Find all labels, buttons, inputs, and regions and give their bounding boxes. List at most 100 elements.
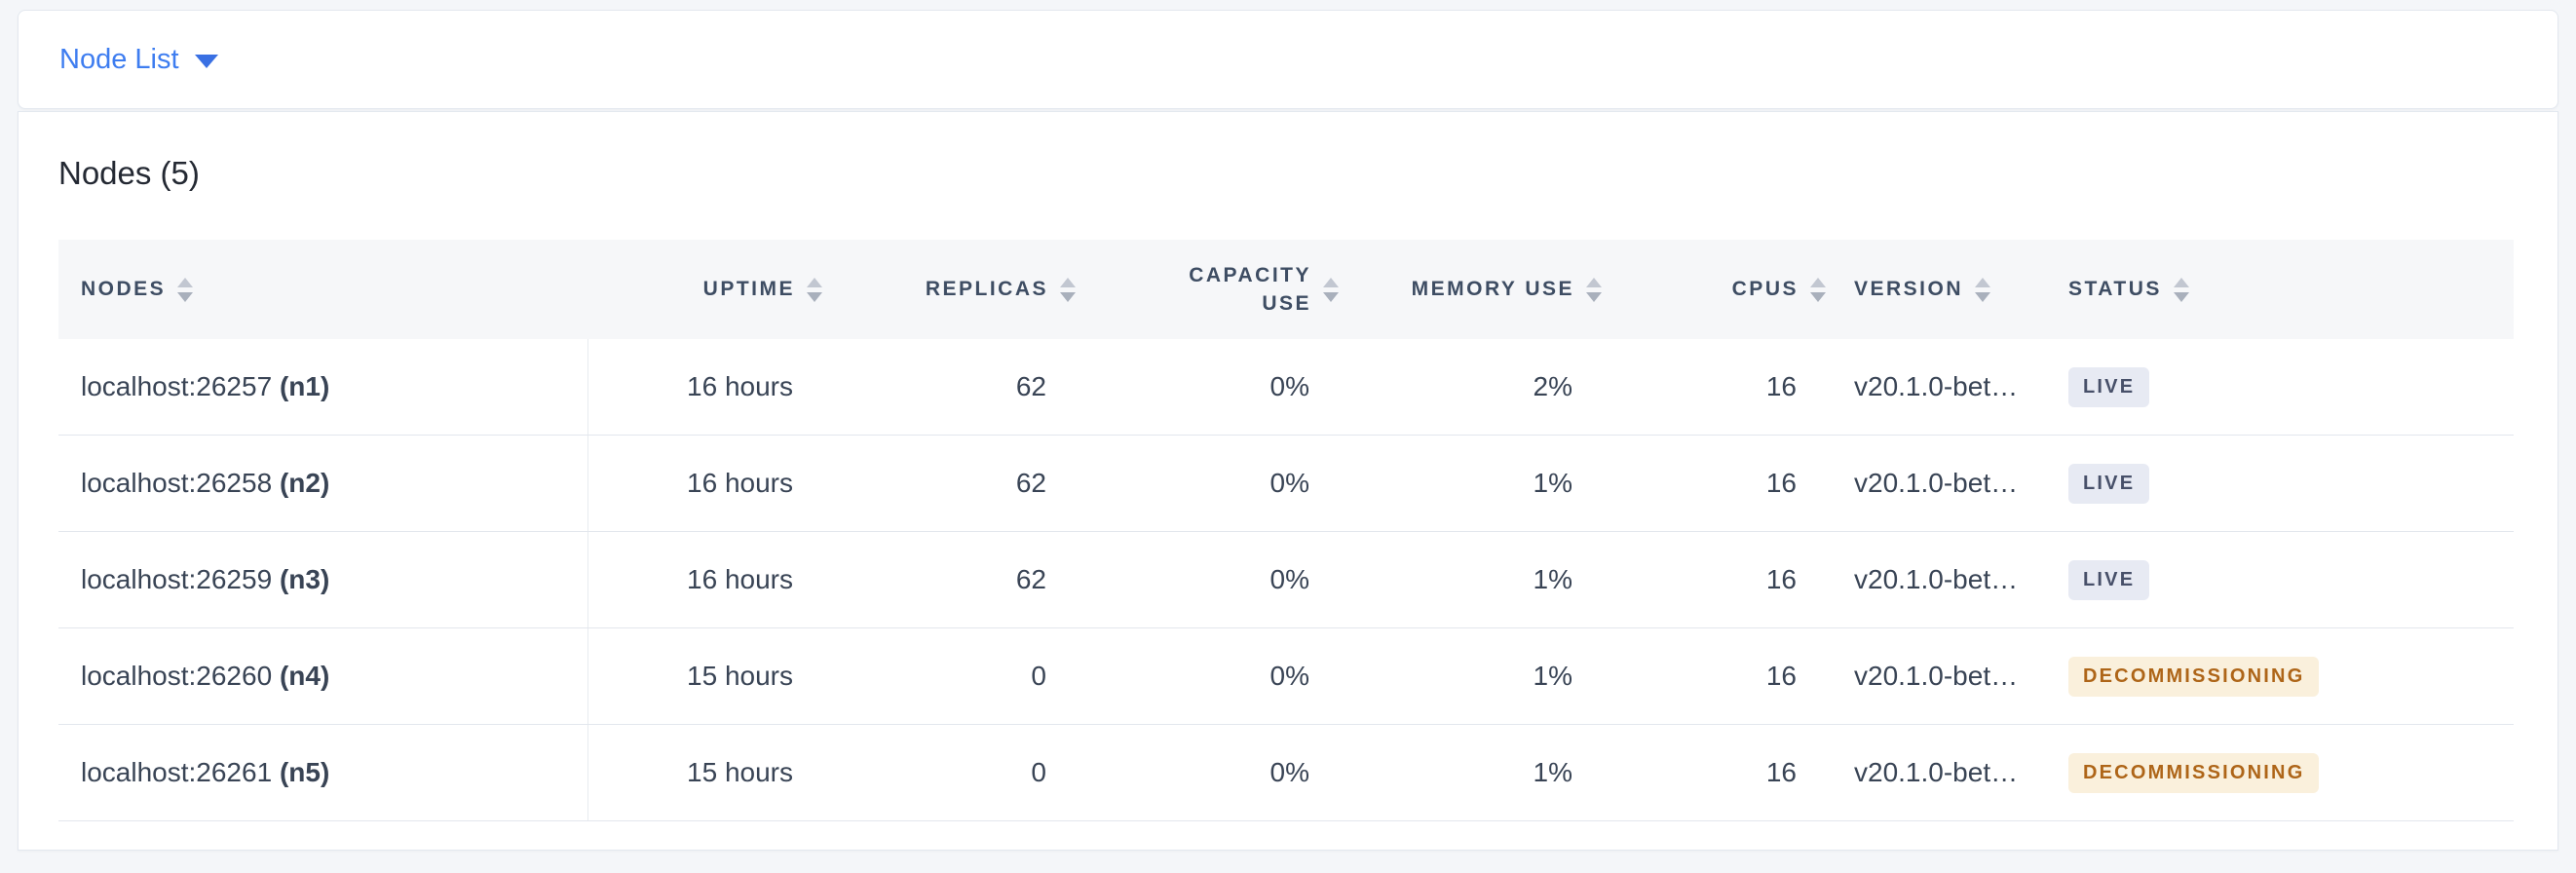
node-name-link[interactable]: localhost:26258 (n2) [81,468,329,498]
sort-asc-icon [1586,277,1602,287]
table-row: localhost:26260 (n4) 15 hours 0 0% 1% 16 v20.1… [58,627,2514,725]
status-badge: LIVE [2068,366,2150,407]
column-label: UPTIME [702,278,795,300]
column-header-capacity_use[interactable]: CAPACITY USE [1081,240,1345,339]
node-id: (n4) [279,661,330,691]
column-header-replicas[interactable]: REPLICAS [828,240,1081,339]
column-header-status[interactable]: STATUS [2046,240,2514,339]
version-cell: v20.1.0-bet… [1832,531,2046,628]
sort-asc-icon [1323,277,1339,287]
column-label: CAPACITY USE [1189,263,1311,315]
replicas-cell: 62 [828,531,1081,628]
table-row: localhost:26258 (n2) 16 hours 62 0% 1% 16 v20.… [58,435,2514,532]
sort-arrows-icon [1586,277,1602,302]
replicas-value: 62 [1015,468,1046,498]
uptime-value: 15 hours [687,661,793,691]
memory_use-value: 1% [1533,661,1572,691]
table-header: NODES UPTIME REPLICAS CAPACITY USE MEMORY US… [58,240,2514,339]
sort-desc-icon [1975,291,1991,302]
status-cell: LIVE [2046,531,2514,628]
version-value: v20.1.0-bet… [1854,564,2019,594]
status-cell: LIVE [2046,435,2514,532]
node-name-link[interactable]: localhost:26257 (n1) [81,371,329,401]
sort-desc-icon [807,291,822,302]
column-label: STATUS [2068,278,2162,300]
node-name-link[interactable]: localhost:26260 (n4) [81,661,329,691]
node-address: localhost:26261 [81,757,273,787]
sort-arrows-icon [2173,277,2189,302]
cpus-cell: 16 [1608,627,1832,725]
memory_use-value: 2% [1533,371,1572,401]
view-mode-dropdown[interactable]: Node List [59,44,218,76]
uptime-cell: 15 hours [587,627,828,725]
column-header-version[interactable]: VERSION [1832,240,2046,339]
replicas-cell: 62 [828,435,1081,532]
status-badge: DECOMMISSIONING [2068,752,2320,793]
sort-arrows-icon [1060,277,1076,302]
node-address-cell: localhost:26261 (n5) [58,724,588,821]
cpus-cell: 16 [1608,724,1832,821]
capacity_use-cell: 0% [1081,627,1345,725]
sort-arrows-icon [1810,277,1826,302]
sort-asc-icon [1060,277,1076,287]
sort-desc-icon [1060,291,1076,302]
sort-arrows-icon [177,277,194,302]
replicas-value: 0 [1031,661,1046,691]
sort-arrows-icon [1975,277,1991,302]
column-label: REPLICAS [925,278,1048,300]
version-cell: v20.1.0-bet… [1832,339,2046,436]
version-cell: v20.1.0-bet… [1832,627,2046,725]
memory_use-value: 1% [1533,564,1572,594]
capacity_use-cell: 0% [1081,724,1345,821]
node-address: localhost:26259 [81,564,273,594]
version-cell: v20.1.0-bet… [1832,724,2046,821]
version-cell: v20.1.0-bet… [1832,435,2046,532]
sort-desc-icon [177,291,194,302]
column-header-memory_use[interactable]: MEMORY USE [1345,240,1608,339]
cpus-value: 16 [1765,661,1797,691]
status-badge: LIVE [2068,559,2150,600]
column-label: CPUS [1731,278,1799,300]
header-row: NODES UPTIME REPLICAS CAPACITY USE MEMORY US… [58,240,2514,339]
cpus-value: 16 [1765,564,1797,594]
node-name-link[interactable]: localhost:26261 (n5) [81,757,329,787]
version-value: v20.1.0-bet… [1854,371,2019,401]
view-mode-label: Node List [59,43,179,75]
version-value: v20.1.0-bet… [1854,757,2019,787]
column-header-cpus[interactable]: CPUS [1608,240,1832,339]
column-label: MEMORY USE [1411,278,1574,300]
status-badge: LIVE [2068,463,2150,504]
memory_use-cell: 1% [1345,627,1608,725]
sort-asc-icon [177,277,194,287]
memory_use-value: 1% [1533,468,1572,498]
sort-arrows-icon [807,277,822,302]
node-id: (n2) [279,468,330,498]
view-selector-card: Node List [18,10,2558,109]
chevron-down-icon [194,55,218,68]
node-id: (n3) [279,564,330,594]
replicas-value: 62 [1015,371,1046,401]
cpus-value: 16 [1765,371,1797,401]
sort-asc-icon [807,277,822,287]
sort-arrows-icon [1323,277,1339,302]
nodes-table: NODES UPTIME REPLICAS CAPACITY USE MEMORY US… [58,240,2514,821]
column-header-uptime[interactable]: UPTIME [587,240,828,339]
capacity_use-value: 0% [1269,661,1309,691]
column-label: VERSION [1854,278,1964,300]
capacity_use-value: 0% [1269,468,1309,498]
table-body: localhost:26257 (n1) 16 hours 62 0% 2% 16 v20.… [58,339,2514,821]
node-name-link[interactable]: localhost:26259 (n3) [81,564,329,594]
cpus-value: 16 [1765,757,1797,787]
status-badge: DECOMMISSIONING [2068,656,2320,697]
sort-desc-icon [1323,291,1339,302]
memory_use-cell: 1% [1345,531,1608,628]
column-label: NODES [81,278,167,300]
node-address-cell: localhost:26257 (n1) [58,339,588,436]
table-row: localhost:26257 (n1) 16 hours 62 0% 2% 16 v20.… [58,339,2514,436]
version-value: v20.1.0-bet… [1854,468,2019,498]
nodes-panel: Nodes (5) NODES UPTIME REPLICAS CAPACITY US… [18,111,2558,851]
sort-desc-icon [1810,291,1826,302]
replicas-cell: 62 [828,339,1081,436]
node-address-cell: localhost:26258 (n2) [58,435,588,532]
column-header-nodes[interactable]: NODES [58,240,587,339]
